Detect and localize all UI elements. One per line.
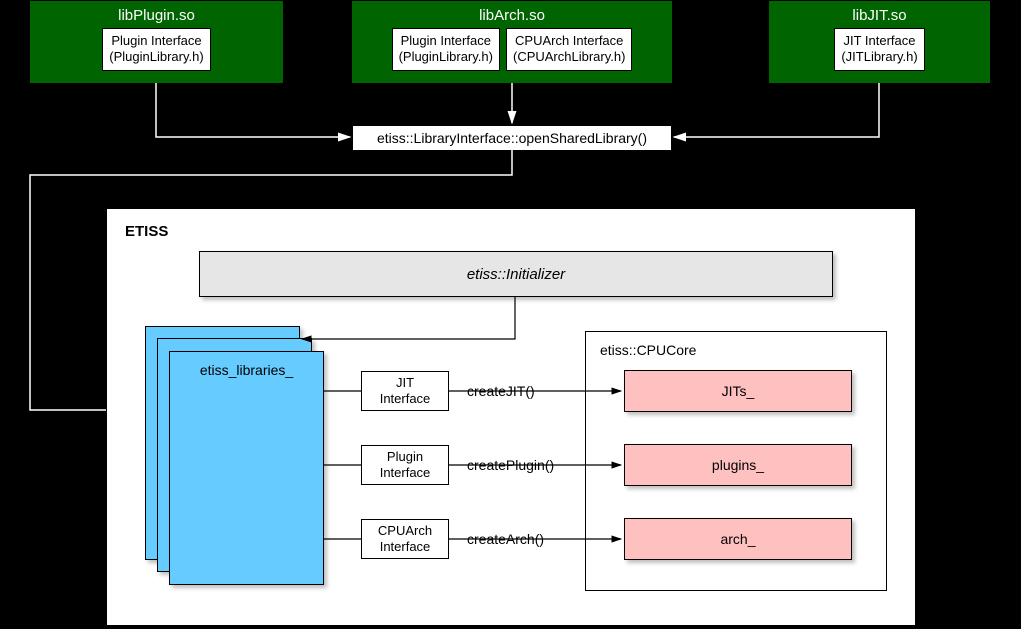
lib-arch-iface2-l1: CPUArch Interface — [515, 33, 623, 48]
cpu-core-title: etiss::CPUCore — [600, 342, 696, 358]
cpu-core-box: etiss::CPUCore JITs_ plugins_ arch_ — [585, 331, 887, 591]
lib-arch-title: libArch.so — [352, 1, 672, 28]
arch-box: arch_ — [624, 518, 852, 560]
lib-arch-iface1: Plugin Interface (PluginLibrary.h) — [392, 28, 500, 71]
jit-interface-box: JIT Interface — [361, 371, 449, 411]
etiss-box: ETISS etiss::Initializer etiss_libraries… — [106, 208, 916, 626]
jits-box: JITs_ — [624, 370, 852, 412]
initializer-box: etiss::Initializer — [199, 251, 833, 297]
arch-interface-label: CPUArch Interface — [378, 523, 432, 556]
lib-arch-iface2-l2: (CPUArchLibrary.h) — [513, 49, 625, 64]
lib-plugin-box: libPlugin.so Plugin Interface (PluginLib… — [30, 1, 283, 83]
initializer-label: etiss::Initializer — [467, 266, 565, 283]
plugin-interface-box: Plugin Interface — [361, 445, 449, 485]
create-plugin-label: createPlugin() — [467, 457, 554, 473]
lib-arch-iface1-l2: (PluginLibrary.h) — [399, 49, 493, 64]
stack-card-1: etiss_libraries_ — [169, 351, 324, 585]
arch-label: arch_ — [720, 531, 755, 547]
lib-arch-box: libArch.so Plugin Interface (PluginLibra… — [352, 1, 672, 83]
loader-label: etiss::LibraryInterface::openSharedLibra… — [352, 125, 672, 151]
jits-label: JITs_ — [722, 383, 755, 399]
plugins-label: plugins_ — [712, 457, 764, 473]
plugins-box: plugins_ — [624, 444, 852, 486]
jit-interface-label: JIT Interface — [380, 375, 431, 408]
lib-arch-iface2: CPUArch Interface (CPUArchLibrary.h) — [506, 28, 632, 71]
stack-label: etiss_libraries_ — [170, 362, 323, 378]
arch-interface-box: CPUArch Interface — [361, 519, 449, 559]
lib-plugin-title: libPlugin.so — [30, 1, 283, 28]
lib-jit-box: libJIT.so JIT Interface (JITLibrary.h) — [769, 1, 990, 83]
plugin-interface-label: Plugin Interface — [380, 449, 431, 482]
etiss-title: ETISS — [125, 223, 168, 240]
lib-plugin-iface-l1: Plugin Interface — [111, 33, 201, 48]
lib-arch-iface1-l1: Plugin Interface — [401, 33, 491, 48]
create-arch-label: createArch() — [467, 531, 544, 547]
lib-plugin-iface: Plugin Interface (PluginLibrary.h) — [102, 28, 210, 71]
create-jit-label: createJIT() — [467, 383, 535, 399]
lib-plugin-iface-l2: (PluginLibrary.h) — [109, 49, 203, 64]
lib-jit-iface-l2: (JITLibrary.h) — [841, 49, 917, 64]
lib-jit-iface-l1: JIT Interface — [843, 33, 915, 48]
lib-jit-title: libJIT.so — [769, 1, 990, 28]
lib-jit-iface: JIT Interface (JITLibrary.h) — [834, 28, 924, 71]
